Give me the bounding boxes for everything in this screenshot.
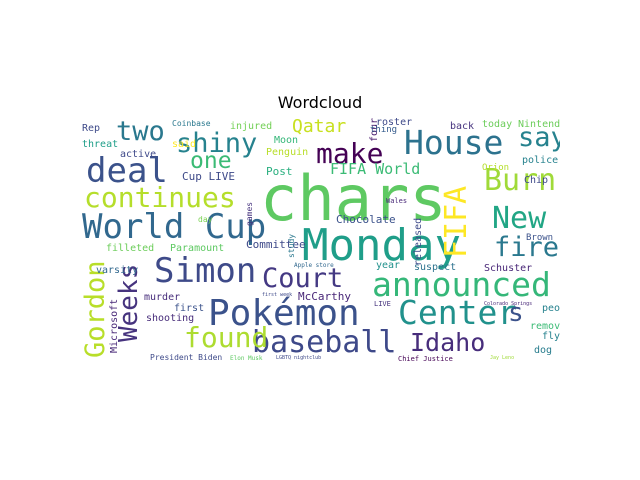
word-15: New [492,201,547,236]
word-55: released [413,218,424,267]
word-45: threat [82,139,119,150]
word-24: one [190,148,232,174]
word-28: FIFA World [330,160,421,178]
word-63: people [542,303,560,314]
word-30: Post [266,165,293,178]
word-69: day [198,215,213,224]
word-56: Orion [482,163,510,173]
word-73: President Biden [150,353,223,362]
word-49: roster [376,117,413,128]
word-78: Jay Leno [490,355,515,361]
word-5: baseball [252,325,397,360]
word-54: Nintendo [518,119,560,130]
word-65: flyby [542,331,560,342]
word-21: Idaho [410,328,486,357]
word-79: first week [262,292,293,298]
word-25: FIFA [439,186,474,259]
word-29: Cup LIVE [182,170,235,183]
word-75: LGBTQ nightclub [276,355,322,361]
word-13: make [316,137,384,170]
word-42: Penguin [266,147,309,158]
word-26: s [508,298,524,328]
word-23: say [518,122,560,153]
word-57: police [522,155,559,166]
word-71: Apple store [294,262,334,269]
word-7: Simon [154,251,257,291]
word-33: McCarthy [298,290,351,303]
word-2: Monday [302,220,461,271]
word-62: year [376,260,401,271]
word-18: found [184,321,269,354]
word-17: two [116,116,165,147]
word-74: Elon Musk [230,355,263,362]
chart-title: Wordcloud [277,93,363,112]
word-10: deal [86,151,168,191]
word-31: Chocolate [336,213,396,226]
word-11: Center [398,293,518,332]
word-41: injured [230,121,273,132]
word-48: Coinbase [172,119,211,128]
word-51: back [450,121,475,132]
word-9: House [404,123,504,162]
word-72: LIVE [374,300,391,308]
word-35: varsity [96,265,139,276]
word-1: chars [260,162,447,235]
word-53: today [482,119,513,130]
word-43: Moon [274,135,299,146]
word-64: remove [530,321,560,332]
word-36: murder [144,292,181,303]
word-68: study [287,234,296,259]
word-60: Schuster [484,263,533,274]
word-59: Brown [526,233,554,243]
word-44: said [172,139,197,150]
word-58: Chip [524,175,549,186]
word-27: Qatar [292,116,347,137]
word-3: World Cup [82,207,267,247]
word-61: suspect [414,262,457,273]
word-34: Microsoft [109,299,120,354]
word-40: Paramount [170,243,225,254]
word-47: Rep [82,123,101,134]
word-76: Chief Justice [398,355,453,363]
word-4: Pokémon [208,293,360,334]
word-16: shiny [176,128,258,159]
word-22: fire [494,232,560,263]
word-39: filleted [106,243,155,254]
wordcloud-area: chars Monday World Cup Pokémon baseball annou… [80,116,560,365]
word-52: thing [370,125,398,135]
word-67: games [245,202,254,227]
word-6: announced [372,265,551,304]
word-66: dog [534,345,553,356]
word-38: shooting [146,313,195,324]
word-12: continues [84,181,236,214]
word-37: first [174,303,205,314]
word-14: Burn [484,163,557,198]
word-32: Committee [246,238,306,251]
word-8: Court [262,263,344,294]
word-77: Colorado Springs [484,301,533,307]
word-70: Wales [386,197,408,205]
word-46: active [120,149,157,160]
